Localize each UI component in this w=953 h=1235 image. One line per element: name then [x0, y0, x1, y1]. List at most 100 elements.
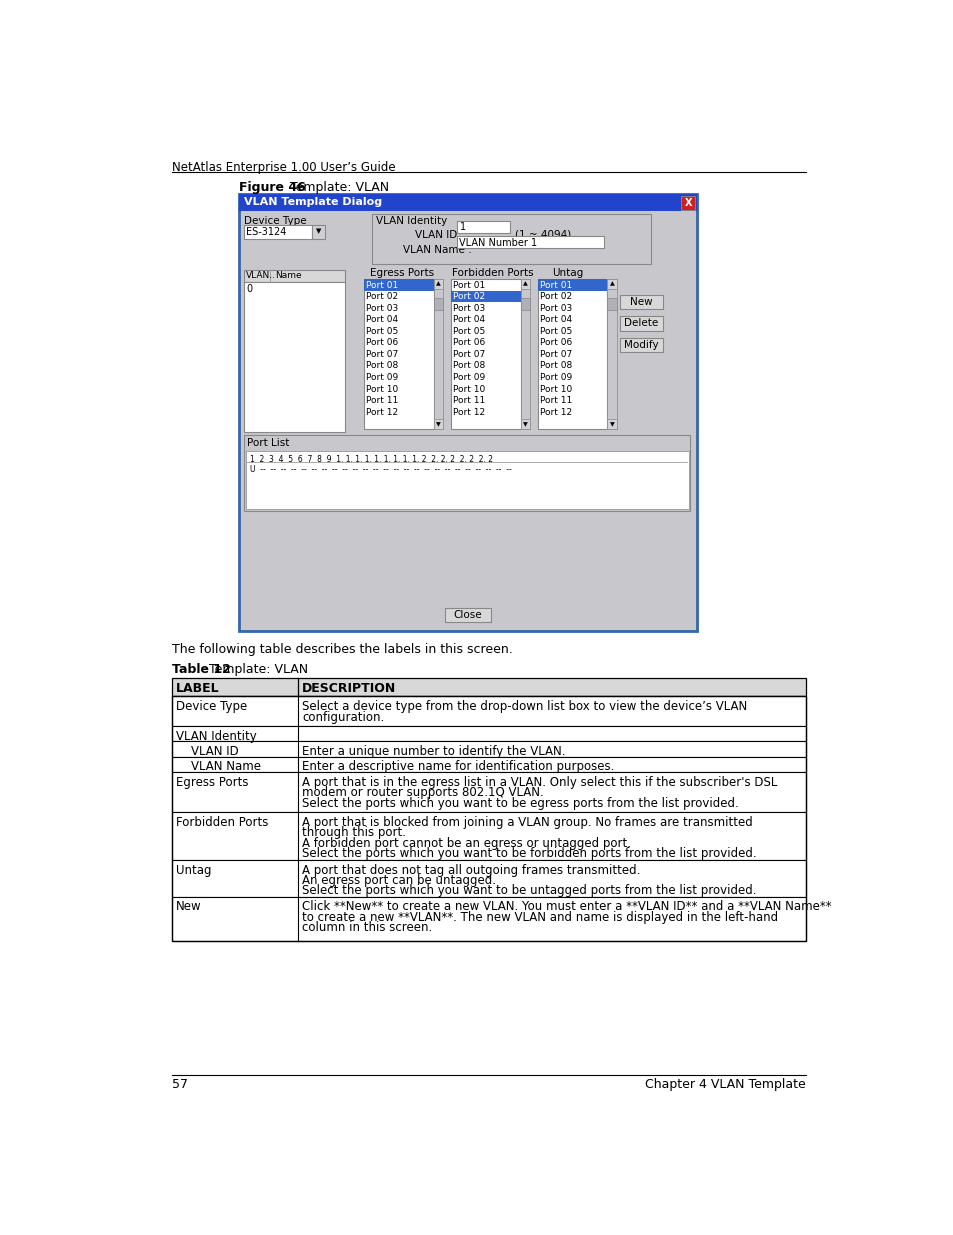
Bar	[619, 316, 661, 331]
Text: Port 12: Port 12	[366, 408, 398, 416]
Text: Port 08: Port 08	[539, 362, 572, 370]
Text: 1: 1	[459, 222, 465, 232]
Text: Figure 46: Figure 46	[239, 182, 306, 194]
Bar	[537, 279, 607, 430]
Text: Port 04: Port 04	[366, 315, 398, 325]
Text: ▼: ▼	[436, 422, 440, 427]
Text: Modify: Modify	[623, 340, 658, 350]
Text: X: X	[683, 199, 691, 209]
Bar	[172, 811, 805, 860]
Text: Template: VLAN: Template: VLAN	[209, 662, 308, 676]
Text: Name: Name	[274, 272, 301, 280]
Bar	[451, 279, 520, 430]
Text: VLAN Template Dialog: VLAN Template Dialog	[244, 198, 382, 207]
Text: Port 08: Port 08	[453, 362, 485, 370]
Bar	[172, 726, 805, 741]
Bar	[239, 194, 696, 211]
Text: U  --  --  --  --  --  --  --  --  --  --  --  --  --  --  --  --  --  --  --  -: U -- -- -- -- -- -- -- -- -- -- -- -- --…	[250, 464, 512, 474]
Text: column in this screen.: column in this screen.	[302, 921, 432, 935]
Bar	[456, 236, 604, 248]
Text: VLAN ID :: VLAN ID :	[415, 230, 463, 240]
Bar	[172, 697, 805, 941]
Bar	[372, 215, 650, 264]
Text: Delete: Delete	[623, 319, 658, 329]
Bar	[456, 221, 509, 233]
Text: Port 01: Port 01	[366, 280, 398, 290]
Bar	[172, 741, 805, 757]
Text: VLAN Number 1: VLAN Number 1	[459, 237, 537, 247]
Text: Port 05: Port 05	[539, 327, 572, 336]
Text: Port 11: Port 11	[366, 396, 398, 405]
Bar	[451, 290, 520, 303]
Text: Untag: Untag	[551, 268, 582, 278]
Bar	[364, 279, 434, 430]
Text: Template: VLAN: Template: VLAN	[290, 182, 389, 194]
Text: (1 ~ 4094): (1 ~ 4094)	[515, 230, 571, 240]
Text: VLAN Name :: VLAN Name :	[402, 246, 471, 256]
Text: Chapter 4 VLAN Template: Chapter 4 VLAN Template	[644, 1078, 805, 1091]
Text: Port 09: Port 09	[366, 373, 398, 382]
Text: Forbidden Ports: Forbidden Ports	[175, 816, 268, 829]
Text: Port 03: Port 03	[453, 304, 485, 312]
Bar	[434, 279, 443, 289]
Bar	[520, 279, 530, 289]
Bar	[607, 279, 617, 289]
Text: NetAtlas Enterprise 1.00 User’s Guide: NetAtlas Enterprise 1.00 User’s Guide	[172, 162, 395, 174]
Text: Device Type: Device Type	[244, 216, 306, 226]
Bar	[434, 299, 443, 310]
Text: Port 07: Port 07	[366, 350, 398, 359]
Text: New: New	[175, 900, 201, 914]
Text: VLAN Name: VLAN Name	[175, 761, 260, 773]
Text: Port 09: Port 09	[539, 373, 572, 382]
Text: Select a device type from the drop-down list box to view the device’s VLAN: Select a device type from the drop-down …	[302, 700, 746, 714]
Text: Forbidden Ports: Forbidden Ports	[452, 268, 534, 278]
Text: Egress Ports: Egress Ports	[175, 776, 248, 789]
Text: VLAN Identity: VLAN Identity	[175, 730, 256, 742]
Text: ▼: ▼	[609, 422, 614, 427]
Text: Port 06: Port 06	[539, 338, 572, 347]
Text: A port that is in the egress list in a VLAN. Only select this if the subscriber': A port that is in the egress list in a V…	[302, 776, 777, 789]
Text: VLAN..: VLAN..	[246, 272, 276, 280]
Text: Port 02: Port 02	[453, 293, 485, 301]
Bar	[244, 282, 344, 431]
Text: Port 07: Port 07	[539, 350, 572, 359]
Bar	[172, 678, 805, 697]
Text: Port 05: Port 05	[453, 327, 485, 336]
Text: Table 12: Table 12	[172, 662, 231, 676]
Bar	[364, 279, 434, 290]
Text: Select the ports which you want to be forbidden ports from the list provided.: Select the ports which you want to be fo…	[302, 847, 756, 860]
Text: A port that does not tag all outgoing frames transmitted.: A port that does not tag all outgoing fr…	[302, 863, 639, 877]
Text: Port 07: Port 07	[453, 350, 485, 359]
Text: Enter a descriptive name for identification purposes.: Enter a descriptive name for identificat…	[302, 761, 614, 773]
Bar	[172, 860, 805, 897]
Bar	[537, 279, 607, 290]
Text: Port 06: Port 06	[453, 338, 485, 347]
Text: ▲: ▲	[609, 282, 614, 287]
Text: Untag: Untag	[175, 863, 212, 877]
Text: ▼: ▼	[522, 422, 527, 427]
Bar	[619, 337, 661, 352]
Bar	[239, 194, 696, 631]
Text: An egress port can be untagged.: An egress port can be untagged.	[302, 874, 496, 887]
Text: to create a new **VLAN**. The new VLAN and name is displayed in the left-hand: to create a new **VLAN**. The new VLAN a…	[302, 911, 778, 924]
Text: Enter a unique number to identify the VLAN.: Enter a unique number to identify the VL…	[302, 745, 565, 758]
Text: Port List: Port List	[247, 437, 289, 448]
Text: Port 03: Port 03	[366, 304, 398, 312]
Text: Port 11: Port 11	[539, 396, 572, 405]
Text: Port 10: Port 10	[453, 384, 485, 394]
Text: Port 10: Port 10	[366, 384, 398, 394]
Bar	[172, 697, 805, 726]
Text: Port 01: Port 01	[539, 280, 572, 290]
Text: ▲: ▲	[522, 282, 527, 287]
Text: Port 06: Port 06	[366, 338, 398, 347]
Text: A port that is blocked from joining a VLAN group. No frames are transmitted: A port that is blocked from joining a VL…	[302, 816, 752, 829]
Text: Port 11: Port 11	[453, 396, 485, 405]
Bar	[619, 294, 661, 309]
Text: Port 04: Port 04	[539, 315, 572, 325]
Text: configuration.: configuration.	[302, 710, 384, 724]
Text: 57: 57	[172, 1078, 188, 1091]
Bar	[172, 772, 805, 811]
Bar	[434, 279, 443, 430]
Text: ▼: ▼	[315, 228, 321, 235]
Bar	[245, 451, 688, 509]
